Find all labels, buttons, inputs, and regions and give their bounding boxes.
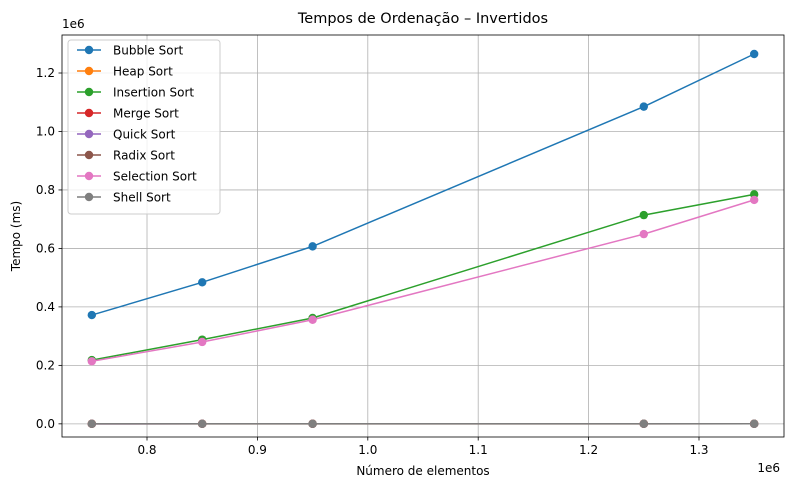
data-point	[308, 315, 317, 324]
series-shell-sort	[87, 419, 759, 428]
legend-marker	[84, 150, 94, 160]
x-axis-label: Número de elementos	[356, 464, 489, 478]
legend-marker	[84, 66, 94, 76]
legend-item: Insertion Sort	[77, 86, 194, 100]
x-tick-label: 1.2	[579, 443, 598, 457]
chart-title: Tempos de Ordenação – Invertidos	[297, 11, 548, 27]
data-point	[198, 278, 207, 287]
y-tick-label: 1.2	[36, 66, 55, 80]
x-tick-label: 1.0	[358, 443, 377, 457]
legend-item: Heap Sort	[77, 65, 173, 79]
data-point	[198, 419, 207, 428]
data-point	[87, 419, 97, 428]
y-axis-label: Tempo (ms)	[9, 201, 23, 272]
legend-item: Selection Sort	[77, 170, 197, 184]
series-bubble-sort	[87, 49, 759, 320]
y-tick-label: 0.8	[36, 183, 55, 197]
data-point	[87, 310, 97, 320]
y-axis-offset-label: 1e6	[62, 17, 85, 31]
y-tick-label: 0.0	[36, 417, 55, 431]
legend-label: Selection Sort	[113, 170, 197, 184]
x-tick-label: 1.3	[689, 443, 708, 457]
legend-label: Heap Sort	[113, 65, 173, 79]
x-axis: 0.8 0.9 1.0 1.1 1.2 1.3	[137, 437, 709, 457]
y-tick-label: 0.6	[36, 241, 55, 255]
x-tick-label: 1.1	[469, 443, 488, 457]
x-axis-offset-label: 1e6	[757, 461, 780, 475]
legend: Bubble Sort Heap Sort Insertion Sort Merge …	[67, 39, 221, 215]
legend-marker	[84, 129, 94, 139]
data-point	[198, 337, 207, 347]
legend-label: Quick Sort	[113, 128, 176, 142]
legend-box	[67, 39, 221, 215]
legend-label: Merge Sort	[113, 107, 179, 121]
legend-marker	[84, 171, 94, 181]
legend-item: Radix Sort	[77, 149, 175, 163]
x-tick-label: 0.8	[137, 443, 156, 457]
legend-label: Bubble Sort	[113, 44, 183, 58]
y-axis: 0.0 0.2 0.4 0.6 0.8 1.0 1.2	[36, 66, 62, 431]
y-tick-label: 0.2	[36, 358, 55, 372]
data-point	[749, 419, 759, 428]
legend-label: Shell Sort	[113, 191, 171, 205]
legend-marker	[84, 108, 94, 118]
y-tick-label: 0.4	[36, 300, 55, 314]
data-point	[87, 357, 97, 366]
legend-label: Insertion Sort	[113, 86, 194, 100]
legend-marker	[84, 45, 94, 55]
y-tick-label: 1.0	[36, 124, 55, 138]
legend-marker	[84, 192, 94, 202]
data-point	[749, 49, 759, 59]
data-point	[639, 210, 648, 220]
legend-marker	[84, 87, 94, 97]
legend-item: Merge Sort	[77, 107, 179, 121]
data-point	[308, 419, 317, 428]
data-point	[639, 102, 648, 111]
legend-item: Quick Sort	[77, 128, 176, 142]
data-point	[308, 242, 317, 251]
plot-area-frame	[61, 34, 785, 438]
legend-label: Radix Sort	[113, 149, 175, 163]
legend-item: Shell Sort	[77, 191, 171, 205]
series-selection-sort	[87, 195, 759, 366]
data-point	[639, 229, 648, 239]
series-group	[87, 49, 759, 429]
data-point	[639, 419, 648, 428]
legend-item: Bubble Sort	[77, 44, 183, 58]
x-tick-label: 0.9	[248, 443, 267, 457]
data-point	[749, 195, 759, 205]
